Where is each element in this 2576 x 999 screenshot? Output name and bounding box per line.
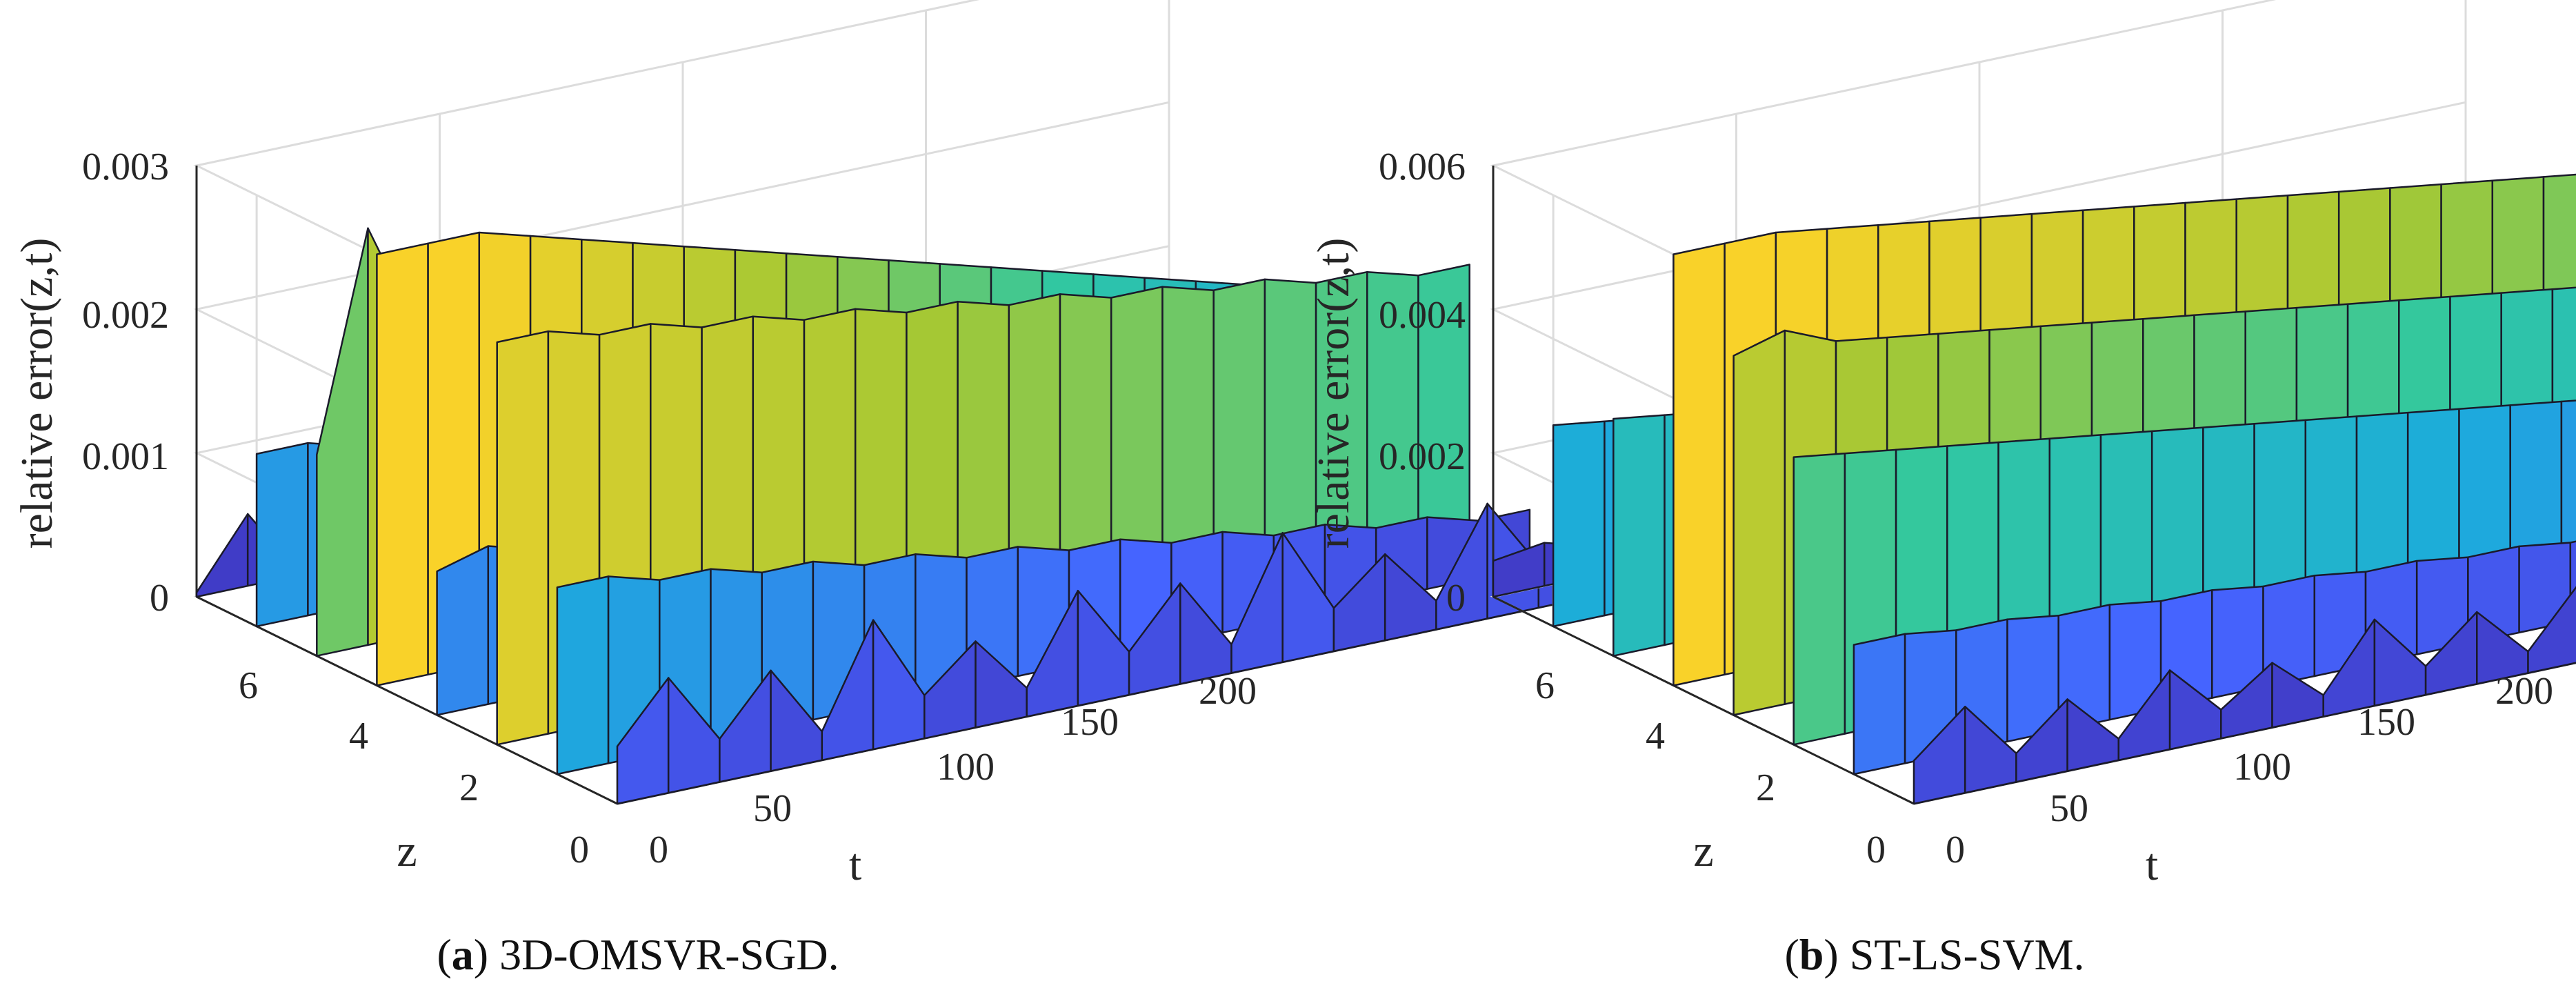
z-tick-1: 0.001 bbox=[82, 435, 169, 478]
surface-patch bbox=[316, 227, 369, 657]
x-tick-0: 0 bbox=[649, 829, 668, 871]
y-tick-1: 2 bbox=[459, 766, 479, 809]
y-tick-1: 2 bbox=[1756, 766, 1775, 809]
surface-patch bbox=[2560, 399, 2576, 582]
y-tick-2: 4 bbox=[1646, 715, 1665, 758]
surface-patch bbox=[556, 575, 610, 775]
surface-patch bbox=[1613, 414, 1666, 657]
surface-patch bbox=[436, 545, 490, 716]
z-tick-0: 0 bbox=[150, 577, 169, 620]
surface-patch bbox=[195, 513, 249, 598]
surface-patch bbox=[1552, 420, 1606, 628]
y-tick-0: 0 bbox=[570, 829, 589, 871]
z-tick-3: 0.003 bbox=[82, 146, 169, 188]
y-axis-line bbox=[196, 595, 618, 805]
x-tick-3: 150 bbox=[2357, 701, 2415, 744]
z-tick-1: 0.002 bbox=[1379, 435, 1466, 478]
x-tick-2: 100 bbox=[937, 746, 995, 789]
surface-patch bbox=[376, 242, 429, 686]
x-tick-4: 200 bbox=[2495, 670, 2553, 713]
z-tick-2: 0.002 bbox=[82, 294, 169, 337]
caption-label: b bbox=[1799, 930, 1824, 979]
caption-a: (a) 3D-OMSVR-SGD. bbox=[437, 930, 839, 979]
z-tick-2: 0.004 bbox=[1379, 294, 1466, 337]
surface-mesh-a bbox=[193, 0, 1591, 805]
x-tick-1: 50 bbox=[753, 787, 792, 830]
x-tick-2: 100 bbox=[2233, 746, 2291, 789]
x-tick-3: 150 bbox=[1061, 701, 1119, 744]
y-axis-label: z bbox=[397, 826, 417, 876]
z-tick-3: 0.006 bbox=[1379, 146, 1466, 188]
caption-text: 3D-OMSVR-SGD. bbox=[499, 930, 839, 979]
surface-patch bbox=[1853, 633, 1906, 775]
z-tick-0: 0 bbox=[1446, 577, 1466, 620]
surface-patch bbox=[496, 330, 550, 746]
surface-patch bbox=[1673, 242, 1726, 686]
y-tick-3: 6 bbox=[1535, 664, 1555, 707]
z-axis-label: relative error(z,t) bbox=[1308, 238, 1359, 549]
x-tick-4: 200 bbox=[1199, 670, 1257, 713]
y-axis-label: z bbox=[1693, 826, 1713, 876]
y-tick-0: 0 bbox=[1866, 829, 1886, 871]
x-axis-label: t bbox=[849, 840, 861, 890]
caption-text: ST-LS-SVM. bbox=[1850, 930, 2085, 979]
caption-label: a bbox=[452, 930, 474, 979]
y-tick-3: 6 bbox=[239, 664, 258, 707]
surface-patch bbox=[2527, 586, 2576, 674]
surface-mesh-b bbox=[1490, 0, 2576, 805]
surface-patch bbox=[1733, 329, 1786, 716]
caption-b: (b) ST-LS-SVM. bbox=[1784, 930, 2084, 979]
x-axis-label: t bbox=[2146, 840, 2158, 890]
surface-panel-a: 0 0.001 0.002 0.003 0 2 4 6 0 50 100 150… bbox=[12, 0, 1591, 979]
surface-panel-b: 0 0.002 0.004 0.006 0 2 4 6 0 50 100 150… bbox=[1308, 0, 2576, 979]
surface-patch bbox=[255, 442, 309, 628]
surface-slice bbox=[1913, 586, 2576, 805]
surface-patch bbox=[1793, 452, 1846, 746]
z-axis-label: relative error(z,t) bbox=[12, 238, 62, 549]
x-tick-1: 50 bbox=[2050, 787, 2088, 830]
y-tick-2: 4 bbox=[349, 715, 368, 758]
y-axis-line bbox=[1492, 595, 1915, 805]
x-tick-0: 0 bbox=[1946, 829, 1965, 871]
